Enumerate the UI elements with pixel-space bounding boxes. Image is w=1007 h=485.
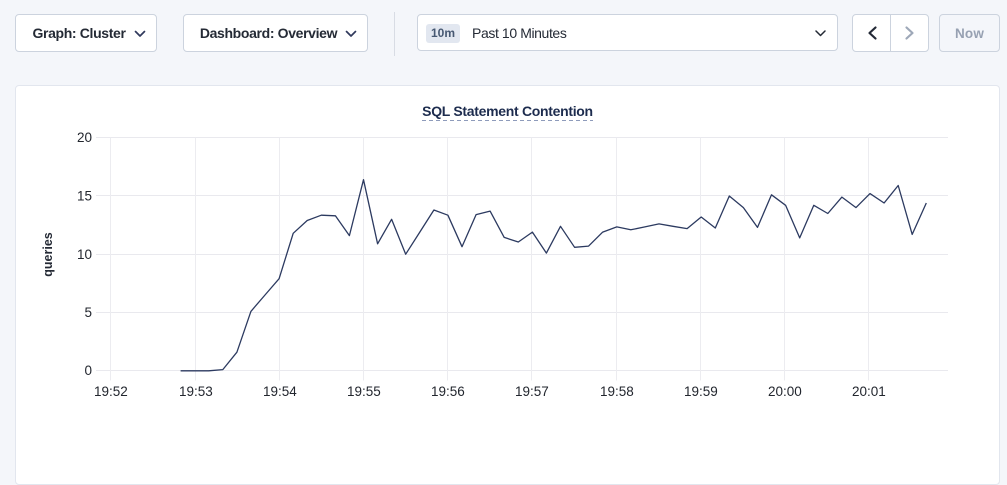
svg-text:0: 0 xyxy=(84,363,92,378)
svg-text:20: 20 xyxy=(77,130,92,145)
svg-text:19:58: 19:58 xyxy=(600,384,634,399)
svg-text:19:59: 19:59 xyxy=(684,384,718,399)
svg-text:19:57: 19:57 xyxy=(515,384,549,399)
svg-text:19:53: 19:53 xyxy=(179,384,213,399)
svg-text:20:00: 20:00 xyxy=(768,384,802,399)
svg-text:19:55: 19:55 xyxy=(347,384,381,399)
svg-text:20:01: 20:01 xyxy=(852,384,886,399)
svg-text:15: 15 xyxy=(77,189,92,204)
svg-text:5: 5 xyxy=(84,305,92,320)
svg-text:queries: queries xyxy=(41,232,55,277)
svg-text:19:54: 19:54 xyxy=(263,384,297,399)
svg-text:19:52: 19:52 xyxy=(94,384,128,399)
svg-text:19:56: 19:56 xyxy=(431,384,465,399)
svg-text:10: 10 xyxy=(77,247,92,262)
